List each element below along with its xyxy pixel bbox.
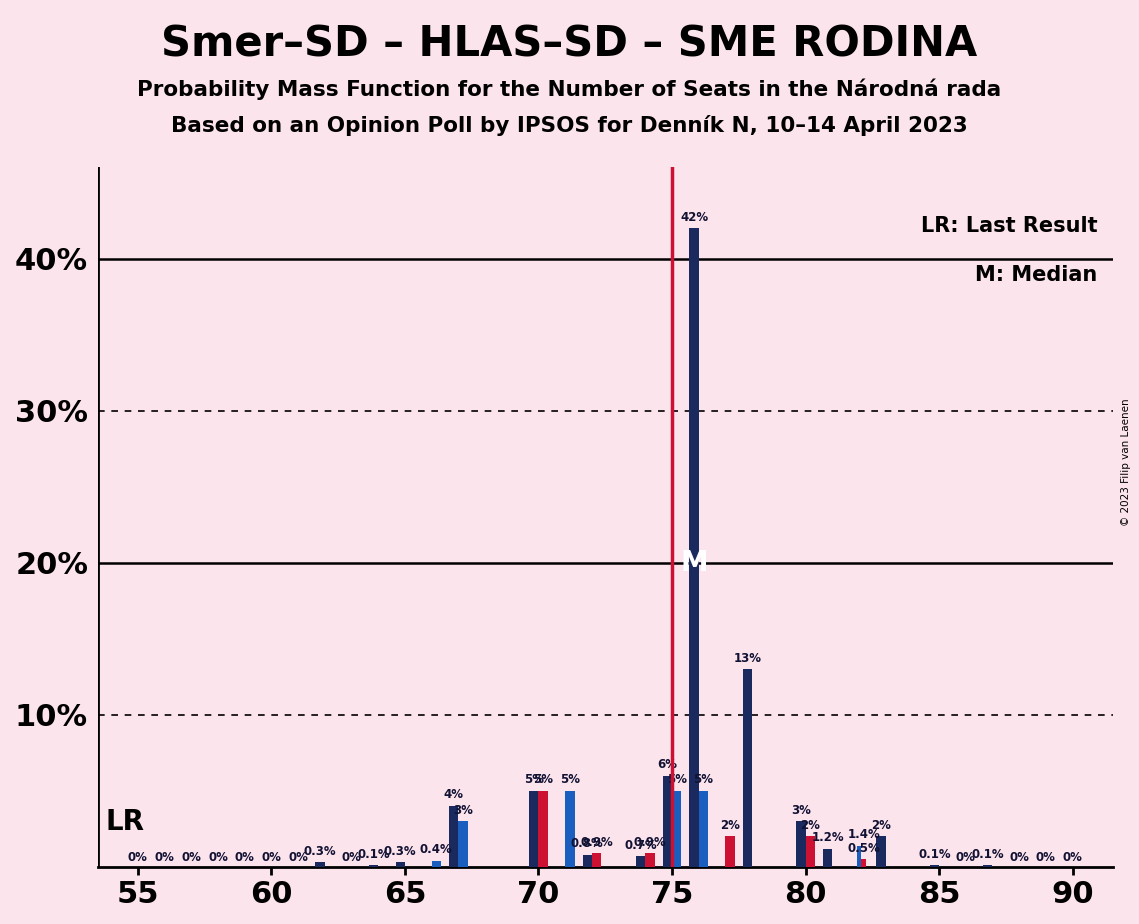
Bar (565, 791, 574, 867)
Text: 0%: 0% (235, 851, 255, 864)
Bar (369, 865, 378, 867)
Text: 0.9%: 0.9% (633, 835, 666, 848)
Bar (663, 775, 672, 867)
Text: 0%: 0% (262, 851, 281, 864)
Text: 0.7%: 0.7% (624, 839, 657, 852)
Text: 5%: 5% (560, 773, 580, 786)
Bar (582, 855, 592, 867)
Text: 5%: 5% (524, 773, 543, 786)
Bar (929, 865, 939, 867)
Text: 3%: 3% (790, 804, 811, 817)
Text: M: M (680, 549, 707, 577)
Text: 2%: 2% (801, 819, 820, 832)
Text: 0%: 0% (288, 851, 308, 864)
Text: 1.2%: 1.2% (811, 831, 844, 844)
Bar (743, 669, 752, 867)
Text: 6%: 6% (657, 758, 678, 771)
Text: 0%: 0% (1035, 851, 1056, 864)
Text: 5%: 5% (694, 773, 713, 786)
Text: 0%: 0% (1009, 851, 1029, 864)
Bar (530, 791, 539, 867)
Bar (857, 845, 861, 867)
Text: 42%: 42% (680, 211, 708, 224)
Bar (316, 862, 325, 867)
Bar (689, 228, 698, 867)
Bar (646, 853, 655, 867)
Text: 2%: 2% (871, 819, 891, 832)
Bar (636, 857, 646, 867)
Bar (796, 821, 805, 867)
Bar (432, 861, 441, 867)
Text: 0.5%: 0.5% (847, 842, 880, 855)
Text: 5%: 5% (666, 773, 687, 786)
Text: 5%: 5% (533, 773, 554, 786)
Bar (861, 859, 866, 867)
Text: 3%: 3% (453, 804, 473, 817)
Text: 0.8%: 0.8% (571, 837, 604, 850)
Text: 0%: 0% (128, 851, 148, 864)
Bar (592, 853, 601, 867)
Text: 0%: 0% (155, 851, 174, 864)
Text: M: Median: M: Median (975, 265, 1097, 286)
Text: 2%: 2% (720, 819, 740, 832)
Bar (983, 865, 992, 867)
Text: 0%: 0% (342, 851, 361, 864)
Text: 0%: 0% (1063, 851, 1082, 864)
Bar (449, 806, 458, 867)
Text: 0.3%: 0.3% (384, 845, 417, 857)
Text: 0.1%: 0.1% (972, 847, 1005, 861)
Text: 0.1%: 0.1% (358, 847, 390, 861)
Bar (726, 836, 735, 867)
Text: 0.4%: 0.4% (420, 844, 452, 857)
Text: 1.4%: 1.4% (847, 828, 880, 841)
Bar (698, 791, 708, 867)
Text: 0.9%: 0.9% (580, 835, 613, 848)
Text: Smer–SD – HLAS–SD – SME RODINA: Smer–SD – HLAS–SD – SME RODINA (162, 23, 977, 65)
Text: Based on an Opinion Poll by IPSOS for Denník N, 10–14 April 2023: Based on an Opinion Poll by IPSOS for De… (171, 116, 968, 137)
Bar (458, 821, 468, 867)
Text: Probability Mass Function for the Number of Seats in the Národná rada: Probability Mass Function for the Number… (138, 79, 1001, 100)
Bar (805, 836, 814, 867)
Text: 0%: 0% (956, 851, 976, 864)
Bar (395, 862, 405, 867)
Text: 0%: 0% (208, 851, 228, 864)
Text: LR: LR (106, 808, 145, 836)
Bar (672, 791, 681, 867)
Text: 13%: 13% (734, 651, 762, 664)
Text: LR: Last Result: LR: Last Result (920, 216, 1097, 237)
Bar (822, 848, 833, 867)
Text: 0.1%: 0.1% (918, 847, 951, 861)
Bar (876, 836, 886, 867)
Bar (539, 791, 548, 867)
Text: © 2023 Filip van Laenen: © 2023 Filip van Laenen (1121, 398, 1131, 526)
Text: 0.3%: 0.3% (304, 845, 336, 857)
Text: 0%: 0% (181, 851, 202, 864)
Text: 4%: 4% (444, 788, 464, 801)
